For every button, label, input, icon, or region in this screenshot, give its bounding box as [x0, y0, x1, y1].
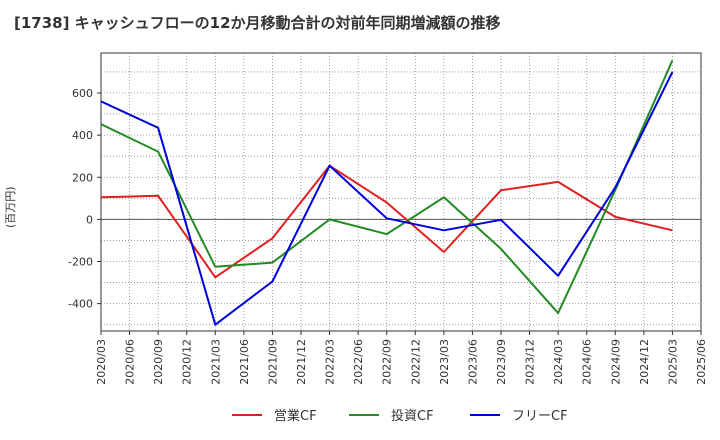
x-tick-label: 2025/06	[695, 339, 708, 385]
plot-frame	[100, 52, 702, 332]
x-tick-label: 2022/09	[381, 339, 394, 385]
series-line	[100, 59, 674, 315]
x-tick-label: 2020/12	[181, 339, 194, 385]
y-tick-label: -200	[68, 256, 93, 269]
y-tick-label: 200	[72, 171, 93, 184]
y-tick-label: -400	[68, 298, 93, 311]
legend-entry: 営業CF	[274, 408, 317, 424]
y-tick-label: 400	[72, 129, 93, 142]
y-tick-label: 0	[86, 213, 93, 226]
x-tick-label: 2021/06	[238, 339, 251, 385]
x-tick-label: 2023/03	[438, 339, 451, 385]
x-tick-label: 2020/09	[152, 339, 165, 385]
x-tick-label: 2021/09	[266, 339, 279, 385]
x-tick-label: 2023/06	[466, 339, 479, 385]
x-tick-label: 2024/03	[552, 339, 565, 385]
x-tick-label: 2024/06	[581, 339, 594, 385]
x-tick-label: 2023/12	[524, 339, 537, 385]
y-tick-label: 600	[72, 87, 93, 100]
series-line	[100, 71, 674, 326]
x-tick-label: 2020/03	[95, 339, 108, 385]
legend-entry: フリーCF	[512, 409, 568, 424]
series-line	[100, 164, 673, 279]
x-tick-label: 2022/12	[409, 339, 422, 385]
x-tick-label: 2022/06	[352, 339, 365, 385]
x-tick-label: 2025/03	[666, 339, 679, 385]
x-tick-label: 2024/09	[609, 339, 622, 385]
x-tick-label: 2022/03	[324, 339, 337, 385]
x-tick-label: 2021/03	[209, 339, 222, 385]
x-tick-label: 2023/09	[495, 339, 508, 385]
x-tick-label: 2024/12	[638, 339, 651, 385]
x-tick-label: 2020/06	[124, 339, 137, 385]
legend-entry: 投資CF	[391, 408, 434, 424]
plot-area	[101, 53, 701, 331]
chart-title: [1738] キャッシュフローの12か月移動合計の対前年同期増減額の推移	[14, 14, 501, 32]
x-tick-label: 2021/12	[295, 339, 308, 385]
